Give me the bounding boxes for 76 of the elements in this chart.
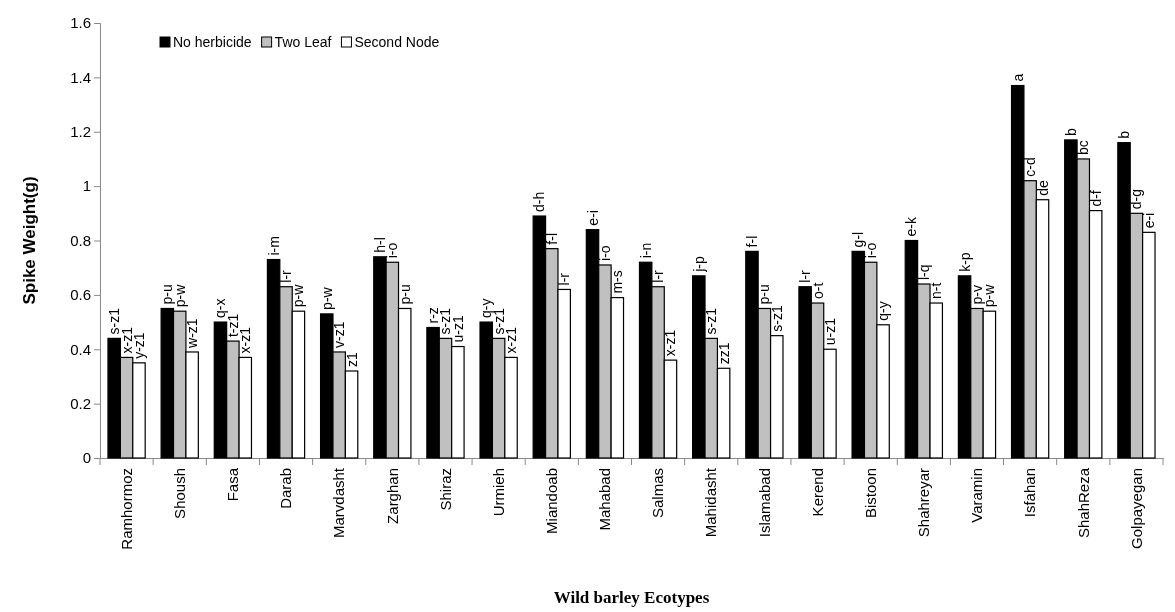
y-tick-label: 1.2	[70, 123, 91, 141]
data-label: d-g	[1128, 189, 1145, 210]
data-label: s-z1	[768, 304, 785, 332]
y-tick-label: 0.8	[70, 231, 91, 249]
data-label: u-z1	[821, 317, 838, 346]
data-label: x-z1	[662, 329, 679, 357]
data-label: m-s	[609, 270, 626, 294]
legend-label: No herbicide	[173, 34, 252, 50]
data-label: p-u	[396, 284, 413, 305]
x-tick-label: Ramhormoz	[117, 468, 135, 550]
data-label: x-z1	[503, 326, 520, 354]
x-axis-title: Wild barley Ecotypes	[553, 588, 710, 607]
data-label: d-h	[531, 191, 548, 213]
data-label: j-p	[690, 256, 707, 273]
data-label: i-n	[637, 242, 654, 259]
data-label: s-z1	[703, 307, 720, 335]
y-tick-label: 0.4	[70, 340, 91, 358]
data-label: i-o	[596, 245, 613, 261]
data-label: c-d	[1022, 157, 1039, 177]
data-label: a	[1009, 73, 1026, 82]
data-label: e-k	[903, 216, 920, 237]
x-tick-label: Shahreyar	[915, 468, 933, 538]
legend-label: Two Leaf	[274, 34, 332, 50]
legend-label: Second Node	[354, 34, 440, 50]
data-label: o-t	[809, 282, 826, 300]
data-label: e-i	[584, 210, 601, 226]
data-label: bc	[1075, 140, 1092, 155]
x-tick-label: Shoush	[170, 468, 188, 519]
x-tick-label: Kerend	[808, 468, 826, 517]
y-tick-label: 0	[82, 449, 91, 467]
data-label: l-q	[915, 264, 932, 280]
data-label: p-w	[290, 283, 307, 308]
data-label: l-r	[278, 269, 295, 283]
data-label: l-r	[797, 269, 814, 283]
x-tick-label: Zarghan	[383, 468, 401, 524]
x-tick-label: Fasa	[224, 467, 242, 502]
y-tick-label: 1.6	[70, 14, 91, 32]
data-label: z1	[343, 352, 360, 367]
y-tick-label: 1	[82, 177, 91, 195]
x-tick-label: ShahReza	[1074, 467, 1092, 539]
data-label: zz1	[715, 342, 732, 365]
x-tick-label: Urmieh	[489, 468, 507, 517]
x-tick-label: Isfahan	[1021, 468, 1039, 518]
data-label: f-l	[543, 232, 560, 245]
y-axis-title: Spike Weight(g)	[20, 176, 39, 305]
x-tick-label: Shiraz	[436, 468, 454, 511]
x-tick-label: Mahidasht	[702, 467, 720, 538]
data-label: l-r	[650, 269, 667, 283]
data-label: g-l	[850, 231, 867, 248]
x-tick-label: Golpayegan	[1127, 468, 1145, 549]
data-label: q-y	[875, 301, 892, 321]
data-label: b	[1116, 130, 1133, 139]
x-tick-label: Salmas	[649, 468, 667, 519]
x-tick-label: Islamabad	[755, 468, 773, 538]
data-label: b	[1062, 127, 1079, 136]
data-label: p-u	[756, 284, 773, 305]
x-tick-label: Mahabad	[596, 468, 614, 531]
data-label: f-l	[743, 235, 760, 248]
data-label: i-m	[265, 236, 282, 256]
data-label: l-r	[556, 272, 573, 286]
y-tick-label: 0.2	[70, 394, 91, 412]
x-tick-label: Marvdasht	[330, 467, 348, 539]
data-label: v-z1	[331, 321, 348, 348]
data-label: k-p	[956, 252, 973, 272]
x-tick-label: Darab	[277, 468, 295, 509]
data-label: p-w	[318, 286, 335, 310]
x-tick-label: Bistoon	[861, 468, 879, 519]
data-label: de	[1034, 179, 1051, 196]
data-label: e-i	[1140, 212, 1157, 229]
y-tick-label: 0.6	[70, 286, 91, 304]
x-tick-label: Varamin	[968, 468, 986, 523]
data-label: n-t	[928, 282, 945, 300]
data-label: w-z1	[184, 318, 201, 349]
x-tick-label: Miandoab	[543, 468, 561, 534]
y-tick-label: 1.4	[70, 68, 91, 86]
data-label: d-f	[1087, 190, 1104, 207]
